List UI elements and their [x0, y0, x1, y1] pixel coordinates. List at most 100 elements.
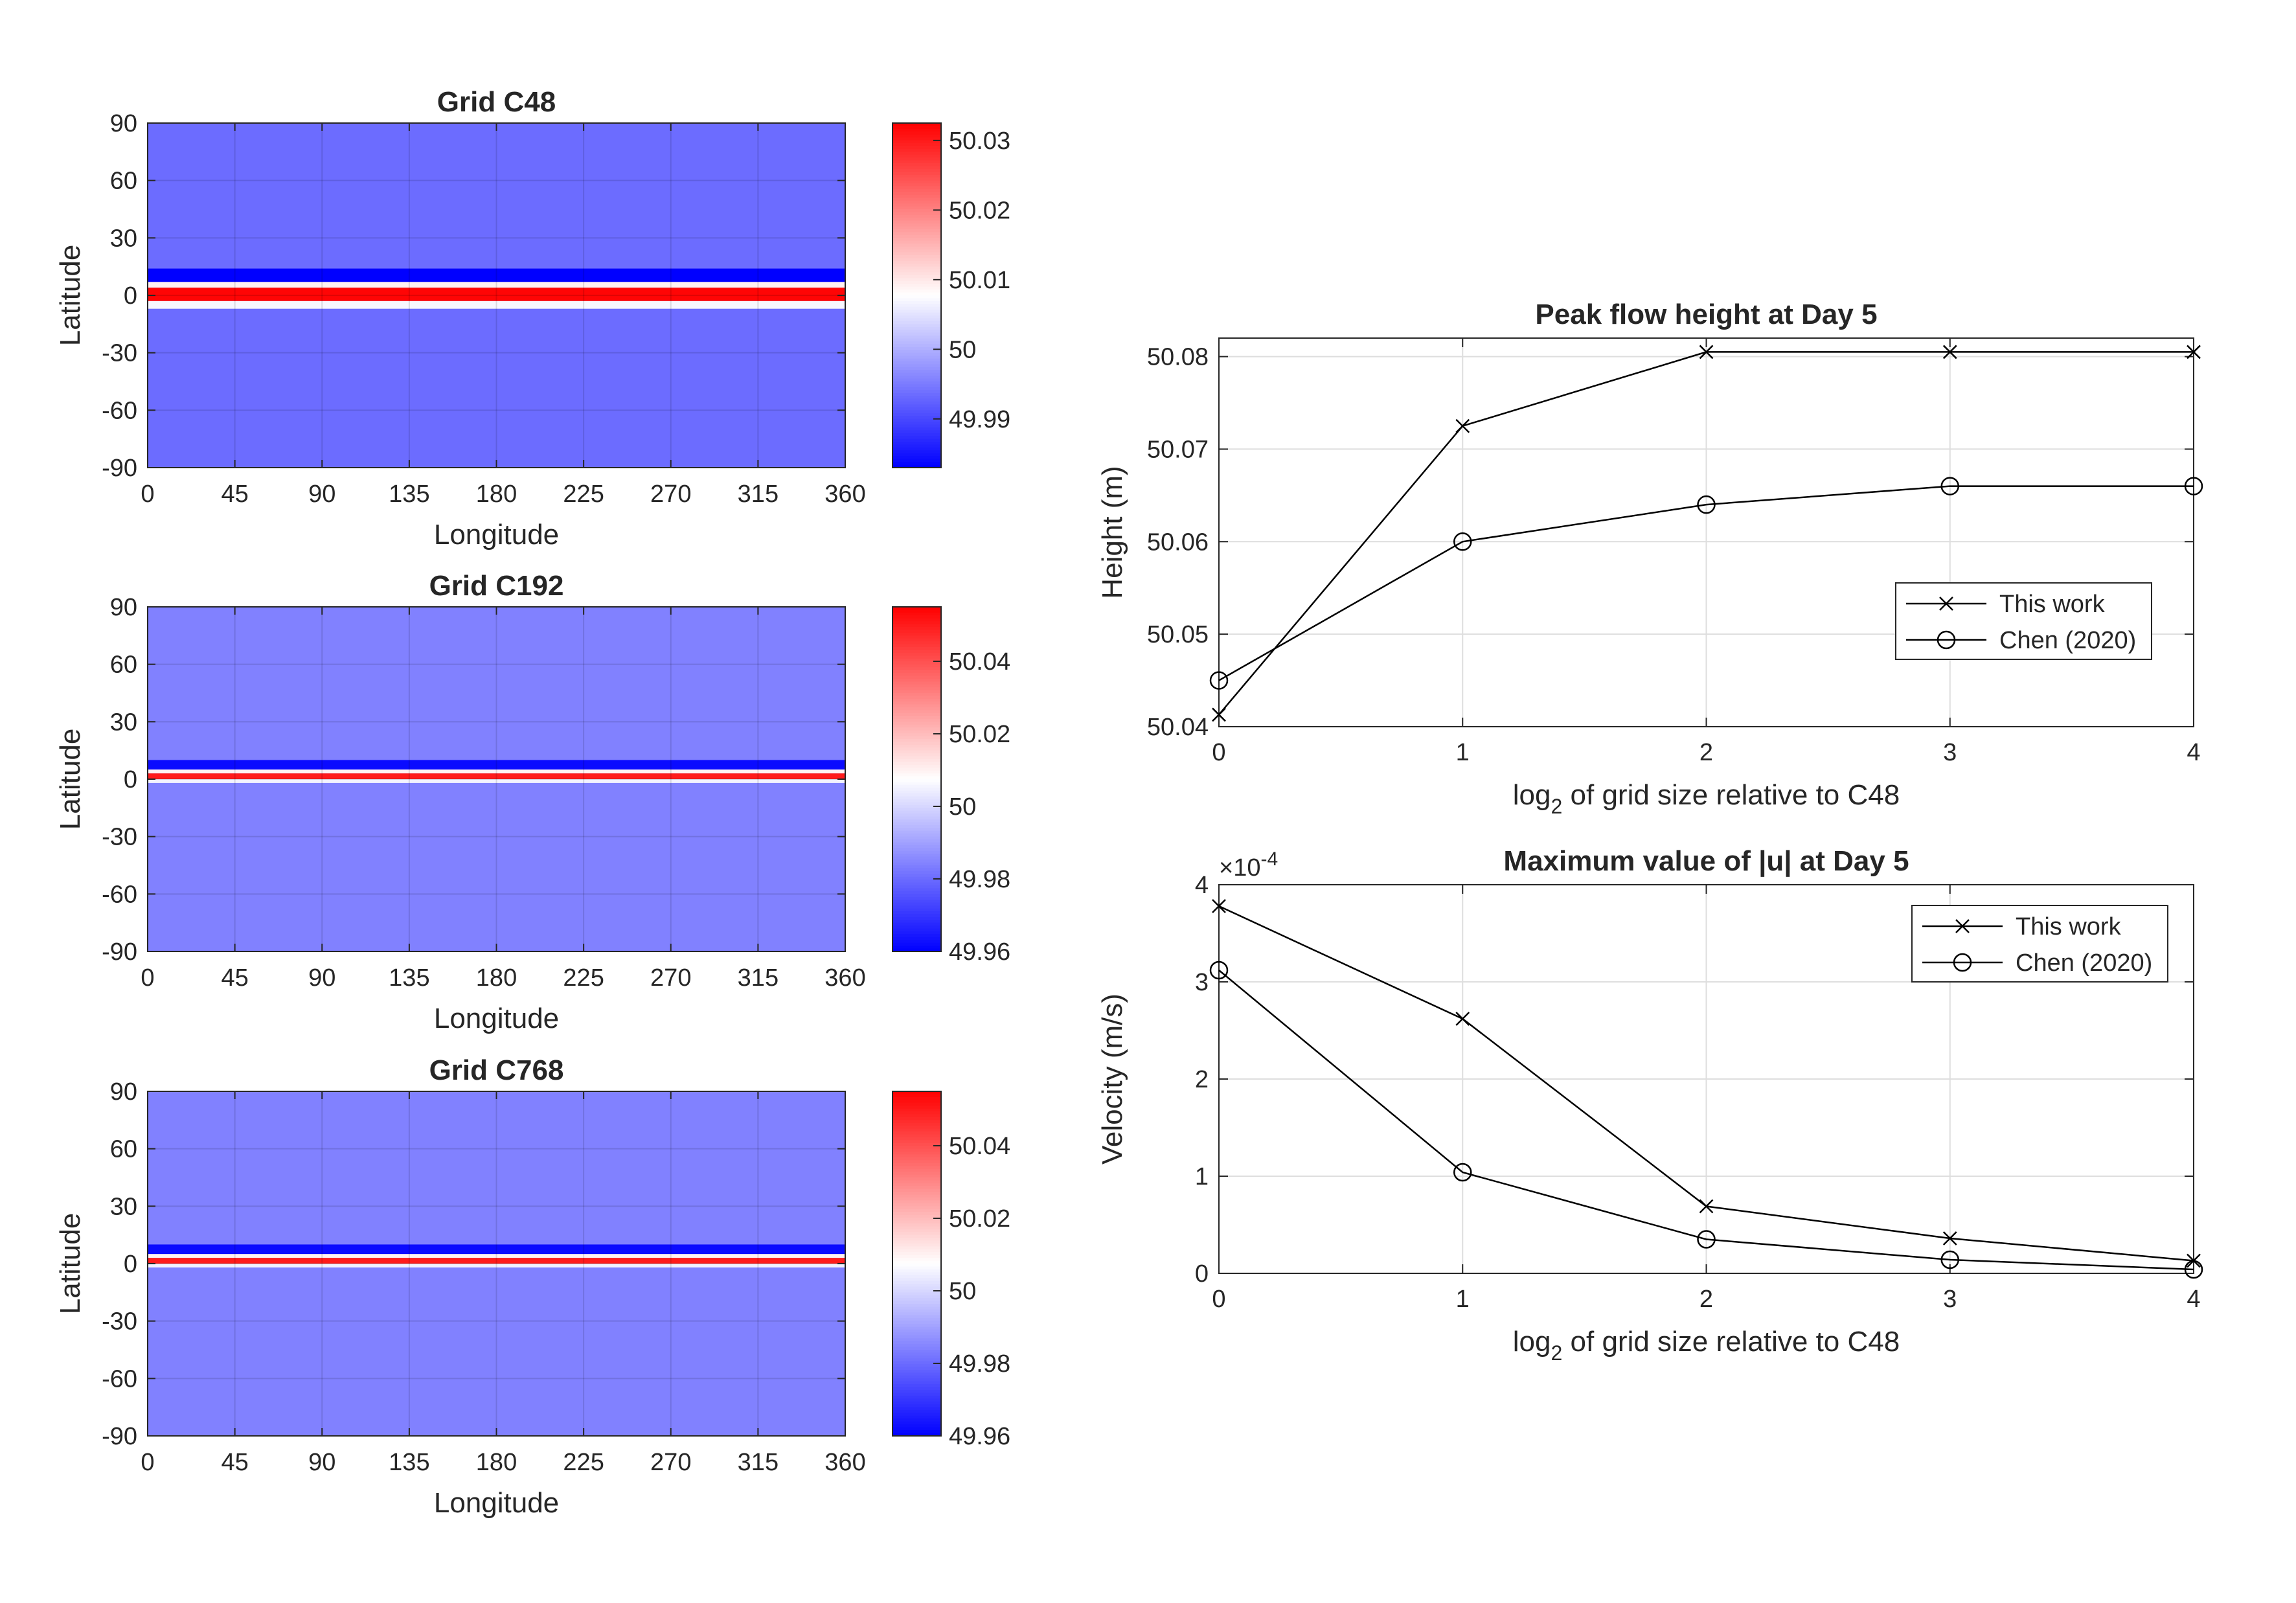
colorbar-segment [892, 238, 941, 242]
colorbar-segment [892, 650, 941, 654]
colorbar-segment [892, 1413, 941, 1416]
colorbar-frame [892, 606, 942, 952]
colorbar-segment [892, 168, 941, 173]
colorbar-tick-label: 50.04 [949, 1133, 1010, 1160]
colorbar-segment [892, 1212, 941, 1216]
colorbar-segment [892, 347, 941, 351]
colorbar-segment [892, 799, 941, 803]
data-point [2187, 345, 2201, 359]
x-tick-label: 270 [650, 481, 691, 508]
x-tick-label: 0 [1212, 739, 1225, 766]
colorbar-segment [892, 824, 941, 829]
colorbar-segment [892, 1183, 941, 1187]
colorbar-segment [892, 456, 941, 460]
x-tick-label: 360 [824, 481, 865, 508]
colorbar-segment [892, 416, 941, 420]
colorbar-segment [892, 396, 941, 400]
colorbar-segment [892, 1335, 941, 1339]
colorbar-segment [892, 1238, 941, 1242]
colorbar-segment [892, 402, 941, 405]
data-point-stroke [1939, 597, 1953, 611]
colorbar-segment [892, 427, 941, 431]
colorbar-tick-label: 50.04 [949, 648, 1010, 676]
colorbar-segment [892, 361, 941, 365]
y-tick-label: -90 [102, 938, 137, 966]
colorbar-segment [892, 698, 941, 703]
colorbar-segment [892, 209, 941, 213]
colorbar-segment [892, 756, 941, 760]
y-tick-label: 90 [110, 110, 137, 137]
colorbar-segment [892, 140, 941, 144]
colorbar-segment [892, 335, 941, 339]
colorbar-segment [892, 203, 941, 207]
colorbar-segment [892, 885, 941, 889]
colorbar-segment [892, 894, 941, 898]
colorbar-segment [892, 762, 941, 766]
data-point-stroke [1455, 418, 1470, 433]
colorbar-segment [892, 384, 941, 388]
colorbar-segment [892, 790, 941, 795]
y-tick-label: 60 [110, 168, 137, 195]
colorbar-segment [892, 842, 941, 846]
colorbar-segment [892, 661, 941, 665]
data-point [1940, 477, 1959, 495]
colorbar-segment [892, 934, 941, 938]
colorbar-segment [892, 318, 941, 322]
colorbar-segment [892, 188, 941, 193]
colorbar-segment [892, 678, 941, 683]
colorbar-segment [892, 436, 941, 440]
legend-box [1911, 905, 2168, 983]
colorbar-segment [892, 733, 941, 737]
data-point [1937, 630, 1956, 650]
colorbar-segment [892, 1321, 941, 1325]
y-tick-label: -30 [102, 824, 137, 851]
colorbar-segment [892, 647, 941, 651]
colorbar-segment [892, 908, 941, 912]
colorbar-segment [892, 922, 941, 927]
heatmap-band [148, 779, 845, 783]
colorbar-segment [892, 744, 941, 749]
colorbar-segment [892, 1174, 941, 1178]
y-tick-label: 30 [110, 709, 137, 736]
colorbar-segment [892, 845, 941, 849]
colorbar-segment [892, 1430, 941, 1434]
data-point-stroke [1455, 1012, 1470, 1026]
colorbar-segment [892, 1318, 941, 1322]
colorbar-segment [892, 1249, 941, 1253]
colorbar-segment [892, 1361, 941, 1365]
colorbar-segment [892, 758, 941, 763]
colorbar-segment [892, 1157, 941, 1161]
x-axis-label: log2 of grid size relative to C48 [1513, 779, 1900, 818]
colorbar-segment [892, 1143, 941, 1147]
data-point [1955, 919, 1970, 933]
colorbar-frame [892, 122, 942, 468]
colorbar-segment [892, 194, 941, 199]
y-tick-label: -30 [102, 1308, 137, 1336]
y-tick-label: 2 [1195, 1066, 1209, 1093]
colorbar-segment [892, 1177, 941, 1181]
colorbar-segment [892, 462, 941, 466]
colorbar-segment [892, 687, 941, 691]
colorbar-segment [892, 1214, 941, 1219]
colorbar-segment [892, 624, 941, 628]
colorbar-segment [892, 900, 941, 904]
colorbar-segment [892, 206, 941, 210]
colorbar-segment [892, 143, 941, 147]
colorbar-segment [892, 888, 941, 892]
colorbar-segment [892, 295, 941, 299]
colorbar-segment [892, 128, 941, 133]
x-tick-label: 90 [308, 1449, 335, 1476]
colorbar-tick-label: 49.98 [949, 1350, 1010, 1378]
colorbar-segment [892, 836, 941, 841]
colorbar-segment [892, 940, 941, 944]
colorbar-segment [892, 154, 941, 159]
colorbar-segment [892, 301, 941, 305]
colorbar-segment [892, 1421, 941, 1426]
colorbar-segment [892, 764, 941, 769]
y-axis-label: Height (m) [1097, 466, 1128, 598]
heatmap-band [148, 1254, 845, 1258]
colorbar-segment [892, 284, 941, 288]
legend-label: This work [2016, 913, 2122, 940]
colorbar-segment [892, 264, 941, 267]
colorbar-segment [892, 1091, 941, 1095]
